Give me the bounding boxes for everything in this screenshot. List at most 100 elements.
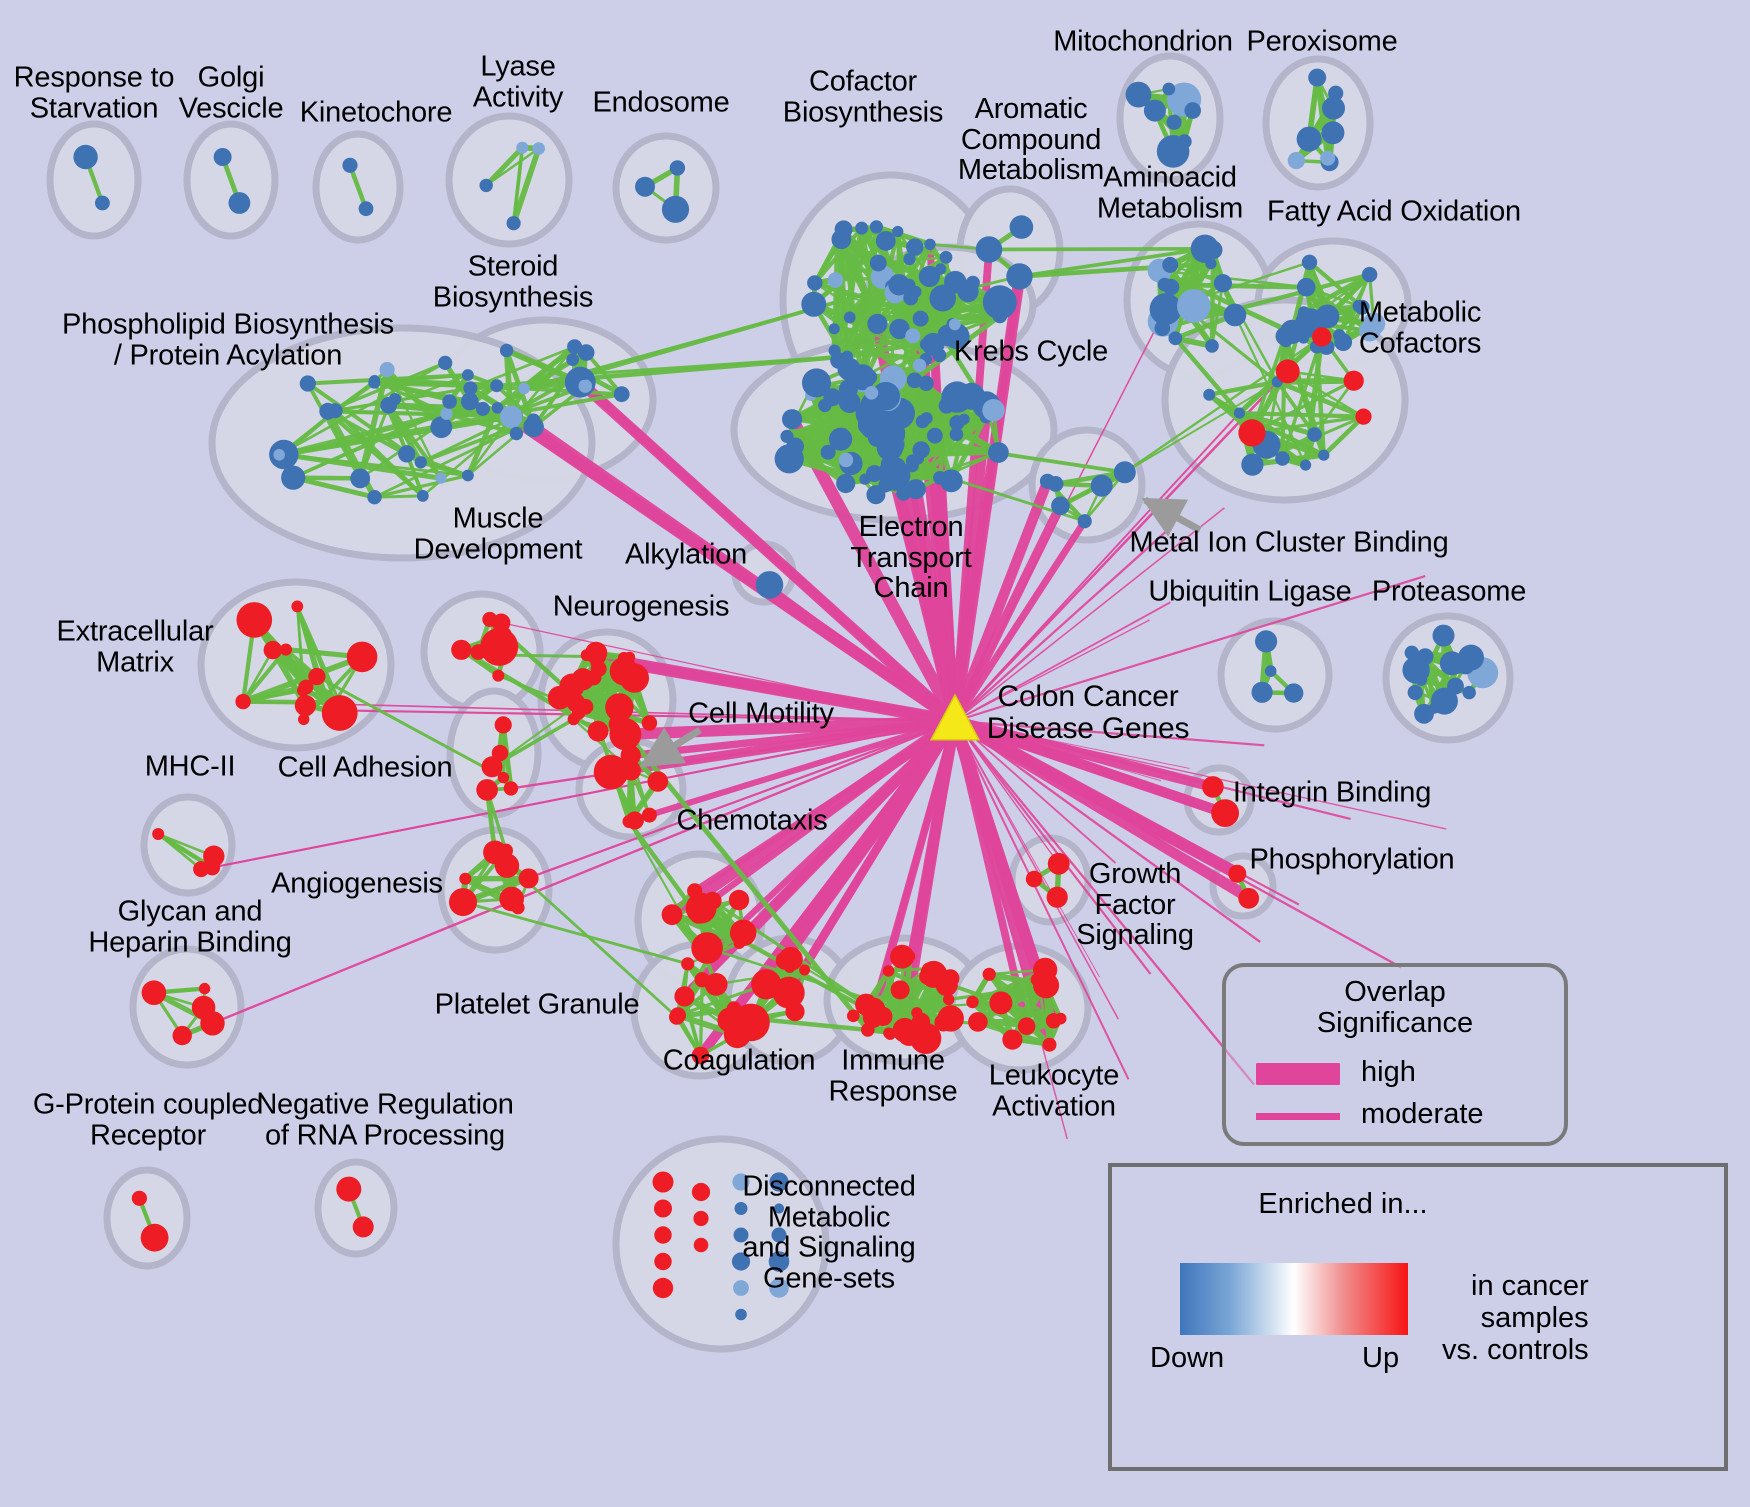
gene-set-node[interactable] (867, 313, 888, 334)
gene-set-node[interactable] (1312, 327, 1332, 347)
gene-set-node[interactable] (1352, 299, 1365, 313)
gene-set-node[interactable] (652, 1277, 674, 1299)
gene-set-node[interactable] (611, 716, 629, 734)
gene-set-node[interactable] (499, 343, 514, 358)
gene-set-node[interactable] (236, 602, 273, 638)
gene-set-node[interactable] (567, 713, 580, 726)
gene-set-node[interactable] (1017, 1017, 1036, 1035)
gene-set-node[interactable] (828, 344, 841, 357)
gene-set-node[interactable] (503, 781, 519, 796)
gene-set-node[interactable] (367, 490, 382, 505)
gene-set-node[interactable] (476, 779, 498, 801)
gene-set-node[interactable] (661, 904, 683, 925)
gene-set-node[interactable] (869, 254, 887, 272)
gene-set-node[interactable] (587, 720, 609, 742)
gene-set-node[interactable] (566, 353, 580, 366)
gene-set-node[interactable] (888, 274, 910, 296)
gene-set-node[interactable] (1154, 320, 1171, 337)
gene-set-node[interactable] (511, 901, 525, 915)
gene-set-node[interactable] (1213, 274, 1232, 293)
gene-set-node[interactable] (442, 394, 457, 409)
gene-set-node[interactable] (1301, 254, 1318, 270)
gene-set-node[interactable] (1162, 82, 1176, 96)
gene-set-node[interactable] (869, 220, 884, 234)
gene-set-node[interactable] (379, 362, 395, 378)
gene-set-node[interactable] (837, 357, 861, 381)
gene-set-node[interactable] (1205, 339, 1219, 353)
gene-set-node[interactable] (1333, 329, 1346, 342)
gene-set-node[interactable] (414, 456, 427, 469)
gene-set-node[interactable] (882, 449, 897, 463)
gene-set-node[interactable] (773, 1203, 785, 1214)
gene-set-node[interactable] (769, 1172, 789, 1192)
gene-set-node[interactable] (1090, 474, 1113, 497)
gene-set-node[interactable] (641, 715, 658, 731)
gene-set-node[interactable] (1203, 388, 1216, 401)
gene-set-node[interactable] (799, 964, 811, 976)
gene-set-node[interactable] (1241, 453, 1264, 476)
gene-set-node[interactable] (1042, 1037, 1057, 1052)
gene-set-node[interactable] (949, 427, 964, 442)
gene-set-node[interactable] (1202, 776, 1224, 798)
gene-set-node[interactable] (1143, 99, 1166, 122)
gene-set-node[interactable] (324, 703, 337, 717)
gene-set-node[interactable] (609, 657, 639, 686)
gene-set-node[interactable] (1405, 647, 1417, 659)
gene-set-node[interactable] (912, 310, 929, 327)
gene-set-node[interactable] (327, 403, 343, 419)
gene-set-node[interactable] (483, 840, 507, 865)
gene-set-node[interactable] (936, 284, 950, 298)
gene-set-node[interactable] (988, 442, 1009, 463)
gene-set-node[interactable] (828, 323, 840, 335)
gene-set-node[interactable] (140, 1223, 169, 1252)
gene-set-node[interactable] (774, 444, 804, 474)
gene-set-node[interactable] (1430, 687, 1458, 715)
gene-set-node[interactable] (769, 1278, 789, 1298)
gene-set-node[interactable] (516, 141, 529, 154)
gene-set-node[interactable] (884, 1028, 896, 1040)
gene-set-node[interactable] (297, 684, 309, 697)
gene-set-node[interactable] (674, 986, 695, 1007)
gene-set-node[interactable] (896, 486, 911, 501)
gene-set-node[interactable] (518, 382, 530, 395)
gene-set-node[interactable] (903, 950, 916, 962)
gene-set-node[interactable] (652, 1171, 674, 1193)
gene-set-node[interactable] (438, 355, 453, 370)
gene-set-node[interactable] (1047, 852, 1070, 875)
gene-set-node[interactable] (939, 250, 953, 264)
gene-set-node[interactable] (228, 192, 251, 214)
gene-set-node[interactable] (1157, 277, 1172, 292)
gene-set-node[interactable] (924, 238, 936, 250)
gene-set-node[interactable] (934, 263, 947, 275)
gene-set-node[interactable] (918, 375, 934, 391)
gene-set-node[interactable] (273, 449, 286, 461)
gene-set-node[interactable] (920, 960, 948, 988)
gene-set-node[interactable] (492, 669, 505, 682)
gene-set-node[interactable] (586, 670, 602, 686)
gene-set-node[interactable] (728, 889, 750, 911)
gene-set-node[interactable] (131, 1190, 147, 1206)
gene-set-node[interactable] (912, 441, 930, 459)
gene-set-node[interactable] (732, 1003, 770, 1042)
gene-set-node[interactable] (940, 395, 956, 411)
gene-set-node[interactable] (462, 469, 474, 482)
gene-set-node[interactable] (440, 407, 453, 420)
gene-set-node[interactable] (918, 265, 941, 288)
gene-set-node[interactable] (734, 1202, 748, 1215)
gene-set-node[interactable] (906, 238, 924, 256)
gene-set-node[interactable] (784, 961, 796, 973)
gene-set-node[interactable] (864, 386, 879, 400)
gene-set-node[interactable] (1414, 703, 1434, 724)
gene-set-node[interactable] (1113, 461, 1136, 484)
gene-set-node[interactable] (336, 1176, 362, 1202)
gene-set-node[interactable] (475, 401, 490, 416)
gene-set-node[interactable] (685, 892, 717, 924)
gene-set-node[interactable] (939, 469, 963, 493)
gene-set-node[interactable] (1166, 114, 1182, 130)
gene-set-node[interactable] (152, 828, 165, 840)
gene-set-node[interactable] (193, 861, 210, 878)
gene-set-node[interactable] (346, 641, 378, 673)
gene-set-node[interactable] (342, 157, 358, 173)
gene-set-node[interactable] (1308, 68, 1327, 87)
gene-set-node[interactable] (1320, 150, 1336, 166)
